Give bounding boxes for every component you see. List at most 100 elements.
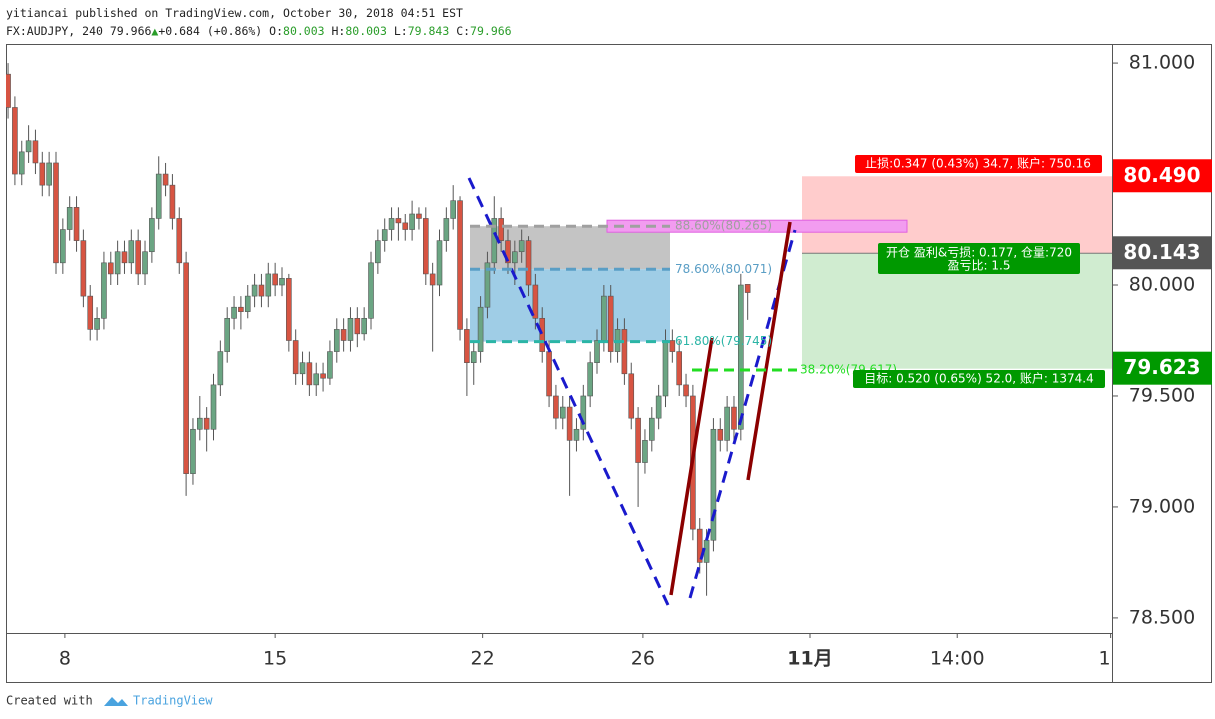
candle-body bbox=[375, 240, 381, 264]
candle-body bbox=[710, 428, 717, 541]
x-tick-label: 26 bbox=[631, 648, 655, 670]
candle-body bbox=[498, 218, 504, 241]
candle-body bbox=[340, 329, 347, 341]
trend-line bbox=[669, 337, 714, 596]
candle-body bbox=[114, 251, 121, 275]
candle-body bbox=[190, 428, 196, 474]
candle-body bbox=[272, 273, 278, 286]
candle-body bbox=[176, 218, 183, 264]
candle-body bbox=[553, 395, 559, 419]
candle-body bbox=[155, 173, 162, 219]
price-label-bg bbox=[1113, 236, 1212, 270]
candle-body bbox=[203, 417, 210, 430]
candle-body bbox=[621, 329, 628, 375]
candle-body bbox=[409, 213, 415, 230]
candle-body bbox=[279, 278, 285, 286]
candle-body bbox=[258, 284, 265, 297]
candle-body bbox=[251, 284, 258, 297]
fib-label: 88.60%(80.265) bbox=[675, 219, 772, 233]
fib-zone bbox=[470, 269, 670, 342]
tradingview-logo bbox=[104, 697, 128, 706]
candle-body bbox=[731, 406, 737, 430]
candle-body bbox=[505, 240, 511, 264]
candle-body bbox=[169, 184, 176, 219]
candle-body bbox=[546, 351, 552, 397]
candle-body bbox=[683, 384, 689, 397]
candle-body bbox=[518, 240, 525, 253]
candle-body bbox=[66, 207, 73, 230]
fib-label: 61.80%(79.745) bbox=[675, 334, 772, 348]
candle-body bbox=[292, 340, 299, 375]
ohlc-value: 80.003 bbox=[283, 24, 325, 38]
candle-body bbox=[18, 151, 25, 175]
candle-body bbox=[423, 218, 429, 275]
candle-body bbox=[724, 406, 730, 441]
up-arrow: ▲ bbox=[151, 24, 159, 38]
footer-created: Created with bbox=[6, 694, 93, 708]
candle-body bbox=[607, 295, 614, 352]
stop-zone bbox=[802, 176, 1112, 254]
candle-body bbox=[525, 240, 532, 286]
candle-body bbox=[738, 284, 744, 430]
price-label: 80.143 bbox=[1123, 240, 1200, 264]
candle-body bbox=[6, 73, 11, 108]
candle-body bbox=[573, 428, 580, 441]
pattern-leg bbox=[688, 229, 797, 599]
candle-body bbox=[244, 295, 251, 312]
candle-body bbox=[361, 318, 367, 335]
candle-body bbox=[402, 222, 409, 230]
fib-label: 78.60%(80.071) bbox=[675, 262, 772, 276]
entry-text: 盈亏比: 1.5 bbox=[948, 259, 1011, 273]
candle-body bbox=[135, 240, 141, 275]
candle-body bbox=[149, 218, 155, 253]
candle-body bbox=[217, 351, 224, 386]
x-tick-label: 8 bbox=[59, 648, 71, 670]
candle-body bbox=[121, 251, 128, 264]
ohlc-key: H: bbox=[331, 24, 346, 38]
ohlc-value: 80.003 bbox=[345, 24, 387, 38]
candle-body bbox=[450, 200, 456, 219]
candle-body bbox=[416, 213, 422, 219]
x-tick-label: 22 bbox=[471, 648, 495, 670]
target-box bbox=[853, 370, 1105, 388]
target-text: 目标: 0.520 (0.65%) 52.0, 账户: 1374.4 bbox=[864, 371, 1094, 386]
y-tick-label: 81.000 bbox=[1129, 52, 1195, 74]
candle-body bbox=[669, 340, 676, 352]
candle-body bbox=[587, 362, 593, 397]
candle-body bbox=[539, 318, 546, 352]
candle-body bbox=[354, 318, 361, 335]
last-price: 79.966 bbox=[109, 24, 152, 38]
candle-body bbox=[388, 218, 395, 230]
candle-body bbox=[464, 329, 470, 363]
candle-body bbox=[381, 229, 388, 241]
candle-body bbox=[648, 417, 655, 441]
candle-body bbox=[238, 306, 244, 312]
candle-body bbox=[566, 406, 573, 441]
ohlc: O:80.003 H:80.003 L:79.843 C:79.966 bbox=[269, 24, 511, 38]
entry-box bbox=[878, 243, 1080, 274]
x-tick-label: 11月 bbox=[787, 648, 832, 670]
candle-body bbox=[101, 262, 107, 319]
candle-body bbox=[662, 340, 669, 397]
candle-body bbox=[107, 262, 114, 275]
x-tick-label: 12 bbox=[1099, 648, 1123, 670]
candle-body bbox=[53, 162, 59, 264]
trend-line bbox=[746, 221, 792, 481]
candle-body bbox=[744, 284, 751, 293]
candle-body bbox=[231, 306, 237, 319]
footer-brand: TradingView bbox=[133, 694, 213, 708]
candle-body bbox=[306, 362, 313, 386]
price-label-bg bbox=[1113, 159, 1212, 193]
candle-body bbox=[313, 373, 320, 386]
y-tick-label: 78.500 bbox=[1129, 606, 1195, 628]
candle-body bbox=[197, 417, 203, 430]
candle-body bbox=[635, 417, 641, 463]
candle-body bbox=[642, 440, 648, 463]
price-label-bg bbox=[1113, 351, 1212, 385]
candle-body bbox=[39, 162, 46, 186]
candle-body bbox=[128, 240, 135, 264]
candle-body bbox=[429, 273, 436, 286]
candle-body bbox=[60, 229, 66, 264]
